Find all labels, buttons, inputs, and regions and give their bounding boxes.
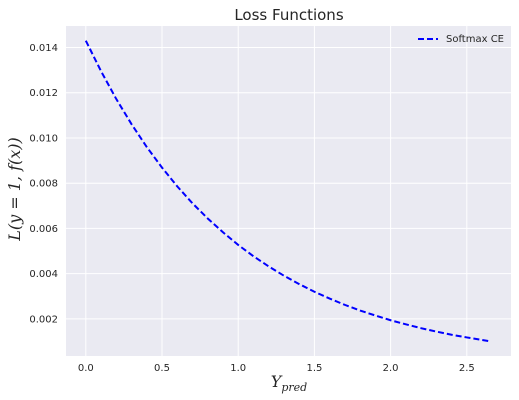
- legend: Softmax CE: [418, 34, 504, 45]
- y-axis-label: L(y = 1, f(x)): [5, 137, 24, 242]
- x-tick-label: 2.0: [383, 363, 399, 374]
- y-tick-label: 0.008: [29, 179, 58, 190]
- x-tick-label: 0.5: [154, 363, 170, 374]
- y-tick-labels: 0.002 0.004 0.006 0.008 0.010 0.012 0.014: [29, 43, 58, 325]
- series-line-softmax-ce: [84, 40, 490, 343]
- chart-title: Loss Functions: [234, 6, 343, 24]
- y-tick-label: 0.010: [29, 133, 58, 144]
- plot-background: [66, 26, 511, 356]
- x-axis-label: Ypred: [271, 372, 307, 394]
- x-tick-label: 1.0: [230, 363, 246, 374]
- x-tick-label: 1.5: [306, 363, 322, 374]
- series-layer: [84, 40, 490, 343]
- y-tick-label: 0.006: [29, 224, 58, 235]
- y-tick-label: 0.004: [29, 269, 58, 280]
- x-tick-labels: 0.0 0.5 1.0 1.5 2.0 2.5: [78, 363, 475, 374]
- grid-lines: [66, 26, 511, 356]
- y-tick-label: 0.014: [29, 43, 58, 54]
- y-tick-label: 0.012: [29, 88, 58, 99]
- x-tick-label: 0.0: [78, 363, 94, 374]
- y-tick-label: 0.002: [29, 314, 58, 325]
- x-tick-label: 2.5: [459, 363, 475, 374]
- legend-label-softmax-ce: Softmax CE: [446, 34, 504, 45]
